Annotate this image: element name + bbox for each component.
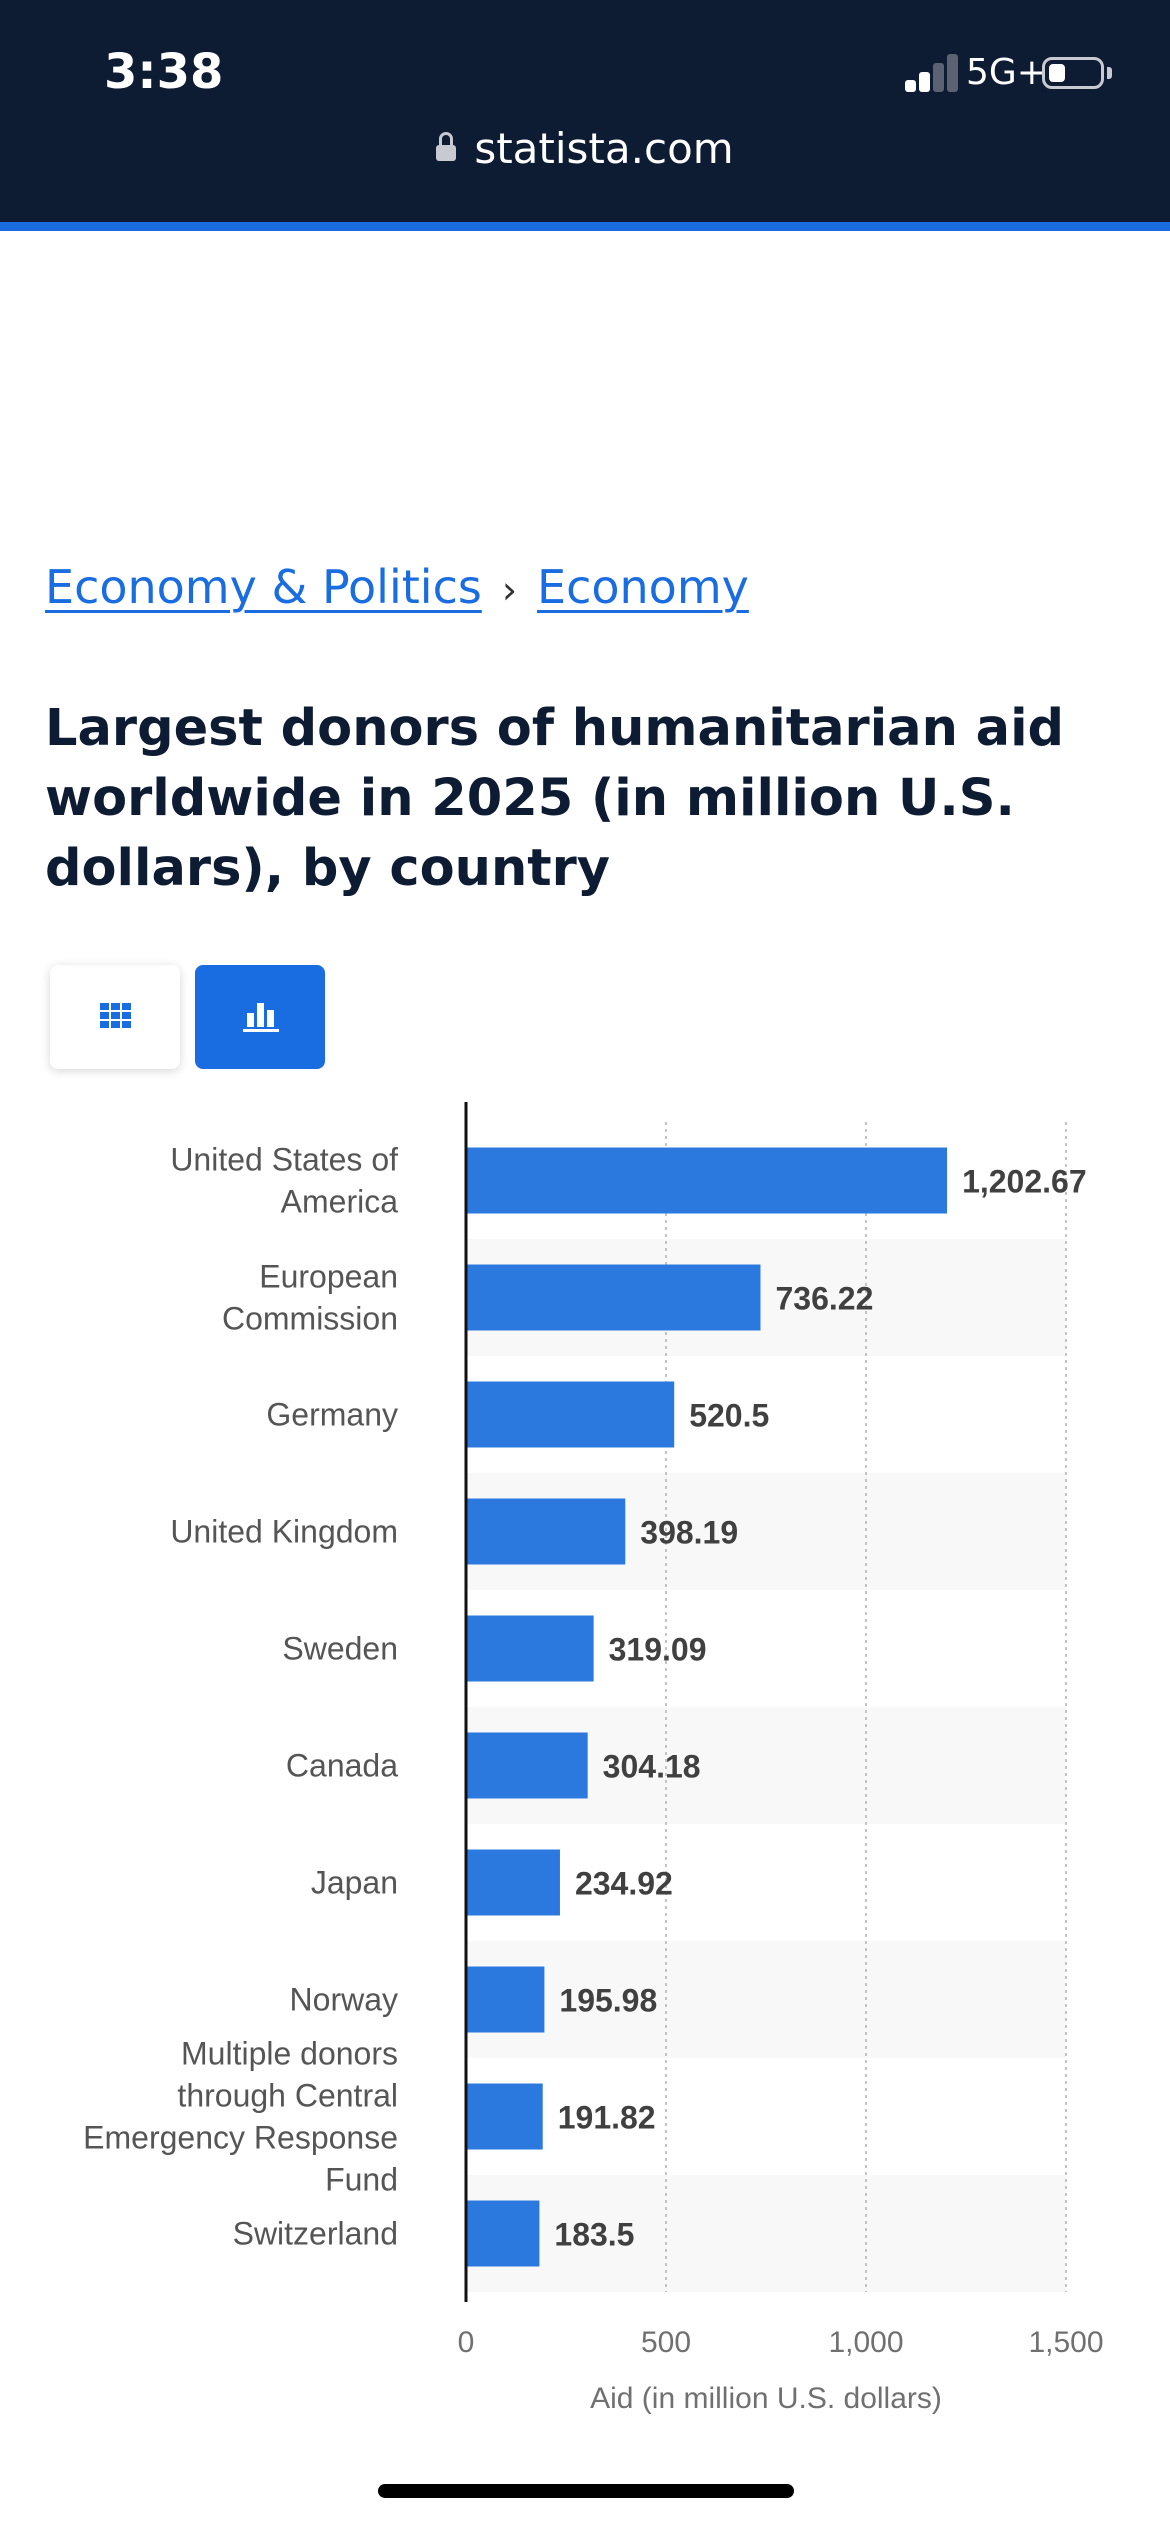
value-label: 1,202.67 <box>962 1164 1087 1200</box>
value-label: 398.19 <box>640 1515 738 1551</box>
grid-icon <box>100 1003 131 1028</box>
status-time: 3:38 <box>104 44 224 100</box>
bar-chart: 1,202.67 United States of America 736.22 Eur… <box>83 1102 1104 2415</box>
category-label: Sweden <box>282 1631 398 1667</box>
category-label: Multiple donors <box>181 2036 398 2072</box>
category-label: Canada <box>286 1748 398 1784</box>
breadcrumb-economy[interactable]: Economy <box>537 560 749 614</box>
category-label: through Central <box>177 2078 398 2114</box>
category-label: Norway <box>290 1982 398 2018</box>
category-label: America <box>281 1184 399 1220</box>
bar <box>466 2200 540 2267</box>
lock-icon <box>436 132 457 161</box>
row-shading <box>466 1941 1066 2058</box>
bar <box>466 1147 948 1214</box>
network-type: 5G+ <box>966 52 1047 93</box>
bar <box>466 1264 761 1331</box>
url-text: statista.com <box>474 124 734 173</box>
category-label: Germany <box>266 1397 398 1433</box>
value-label: 191.82 <box>558 2100 656 2136</box>
header-accent-line <box>0 222 1170 231</box>
breadcrumb-economy-politics[interactable]: Economy & Politics <box>45 560 482 614</box>
value-label: 319.09 <box>609 1632 707 1668</box>
x-tick-label: 0 <box>458 2326 475 2359</box>
category-label: United States of <box>170 1142 398 1178</box>
x-tick-label: 500 <box>641 2326 691 2359</box>
value-label: 183.5 <box>554 2217 634 2253</box>
address-bar[interactable]: statista.com <box>0 124 1170 173</box>
bar <box>466 1498 626 1565</box>
bar <box>466 1381 675 1448</box>
value-label: 304.18 <box>603 1749 701 1785</box>
category-label: Switzerland <box>233 2216 398 2252</box>
value-label: 520.5 <box>689 1398 769 1434</box>
category-label: European <box>259 1259 398 1295</box>
category-label: Commission <box>222 1301 398 1337</box>
x-tick-label: 1,500 <box>1028 2326 1103 2359</box>
battery-icon <box>1042 57 1104 89</box>
category-label: Emergency Response <box>83 2120 398 2156</box>
bar <box>466 1615 594 1682</box>
value-label: 736.22 <box>775 1281 873 1317</box>
bar-chart-icon <box>243 1003 279 1032</box>
x-tick-label: 1,000 <box>828 2326 903 2359</box>
signal-strength-icon <box>905 52 959 92</box>
x-axis-label: Aid (in million U.S. dollars) <box>590 2382 942 2415</box>
bar <box>466 1849 560 1916</box>
breadcrumb: Economy & Politics › Economy <box>45 560 749 614</box>
value-label: 234.92 <box>575 1866 673 1902</box>
row-shading <box>466 2175 1066 2292</box>
breadcrumb-separator: › <box>501 568 518 612</box>
home-indicator[interactable] <box>378 2484 794 2498</box>
page-title: Largest donors of humanitarian aid world… <box>45 699 1065 898</box>
table-view-button[interactable] <box>50 965 180 1069</box>
chart-view-button[interactable] <box>195 965 325 1069</box>
category-label: Fund <box>325 2162 398 2198</box>
status-bar: 3:38 5G+ statista.com <box>0 0 1170 222</box>
bar <box>466 1966 545 2033</box>
category-label: Japan <box>311 1865 398 1901</box>
bar <box>466 2083 543 2150</box>
battery-tip <box>1107 67 1112 79</box>
value-label: 195.98 <box>559 1983 657 2019</box>
bar <box>466 1732 588 1799</box>
category-label: United Kingdom <box>170 1514 398 1550</box>
